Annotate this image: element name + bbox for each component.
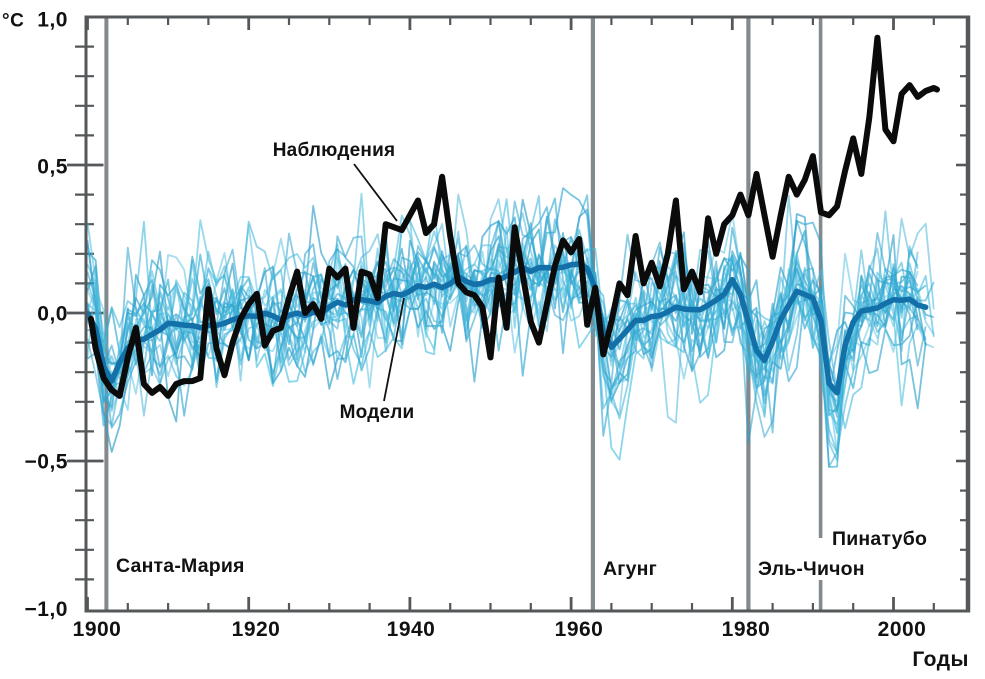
svg-text:Санта-Мария: Санта-Мария xyxy=(116,555,245,577)
svg-text:0,0: 0,0 xyxy=(37,303,68,326)
svg-text:Наблюдения: Наблюдения xyxy=(273,140,395,161)
svg-text:°C: °C xyxy=(2,11,24,32)
svg-text:2000: 2000 xyxy=(878,618,927,641)
svg-text:Модели: Модели xyxy=(340,402,415,423)
svg-text:−0,5: −0,5 xyxy=(25,451,68,474)
svg-text:Агунг: Агунг xyxy=(603,558,657,580)
svg-text:Эль-Чичон: Эль-Чичон xyxy=(758,558,865,580)
svg-text:Годы: Годы xyxy=(912,648,969,671)
svg-text:1920: 1920 xyxy=(232,618,281,641)
svg-text:Пинатубо: Пинатубо xyxy=(832,528,927,550)
svg-text:0,5: 0,5 xyxy=(37,156,68,179)
svg-text:1940: 1940 xyxy=(387,618,436,641)
svg-text:1,0: 1,0 xyxy=(37,9,68,32)
svg-text:1980: 1980 xyxy=(722,618,771,641)
svg-text:−1,0: −1,0 xyxy=(25,598,68,621)
svg-text:1960: 1960 xyxy=(555,618,604,641)
svg-text:1900: 1900 xyxy=(73,618,122,641)
